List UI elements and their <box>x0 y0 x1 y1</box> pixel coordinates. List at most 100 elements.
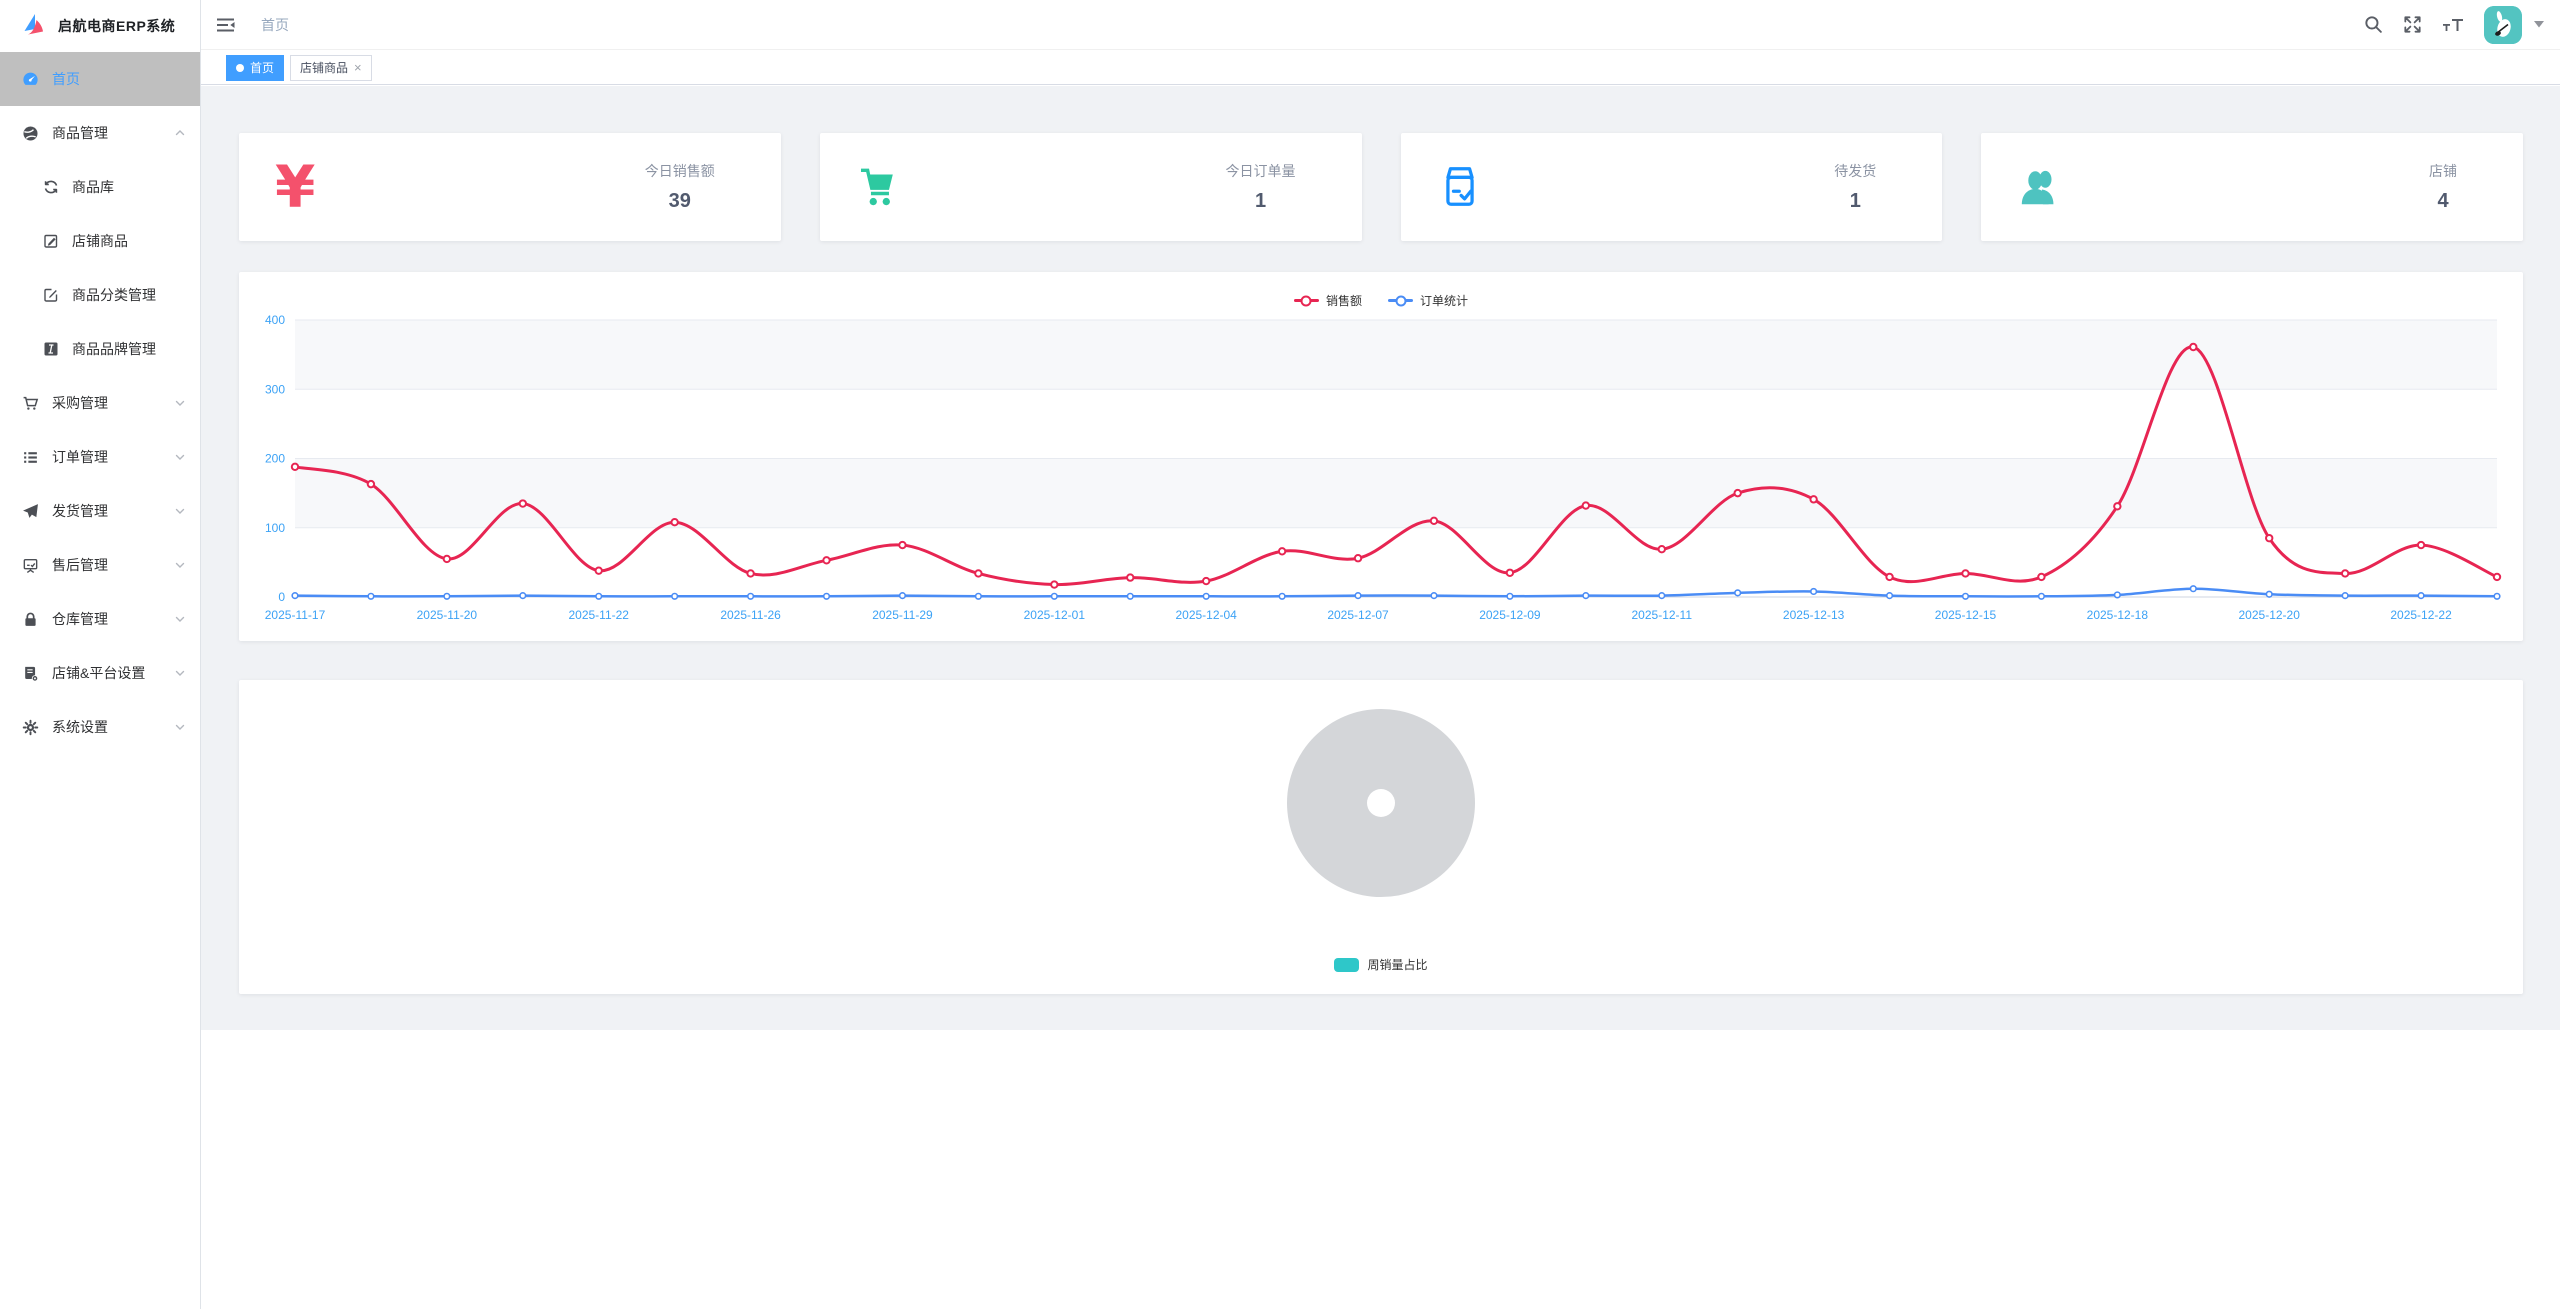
svg-text:0: 0 <box>278 590 285 604</box>
svg-text:2025-12-22: 2025-12-22 <box>2390 608 2452 622</box>
weekly-sales-pie-panel: 周销量占比 <box>239 680 2523 994</box>
tab-label: 店铺商品 <box>300 61 349 75</box>
user-dropdown-caret-icon[interactable] <box>2534 21 2544 28</box>
legend-line-marker <box>1293 299 1319 302</box>
svg-text:2025-11-20: 2025-11-20 <box>417 608 478 622</box>
fullscreen-icon[interactable] <box>2403 15 2422 34</box>
sidebar-item-label: 首页 <box>52 71 80 87</box>
stat-label: 今日订单量 <box>1225 163 1296 179</box>
chevron-down-icon <box>174 451 186 463</box>
sidebar-collapse-icon[interactable] <box>201 17 245 33</box>
legend-label: 销售额 <box>1325 294 1362 308</box>
sidebar-item-product-mgmt[interactable]: 商品管理 <box>0 106 200 160</box>
tab-label: 首页 <box>250 61 275 75</box>
sidebar-item-label: 采购管理 <box>52 395 108 411</box>
legend-label: 订单统计 <box>1420 294 1469 308</box>
sidebar-item-purchase-mgmt[interactable]: 采购管理 <box>0 376 200 430</box>
refresh-icon <box>42 179 59 196</box>
sidebar-item-aftersale-mgmt[interactable]: 售后管理 <box>0 538 200 592</box>
sidebar-item-product-categories[interactable]: 商品分类管理 <box>0 268 200 322</box>
chevron-down-icon <box>174 613 186 625</box>
svg-text:2025-11-26: 2025-11-26 <box>720 608 781 622</box>
sidebar-item-label: 店铺商品 <box>72 233 128 249</box>
sidebar-item-label: 商品库 <box>72 179 114 195</box>
stat-value: 1 <box>1849 190 1861 212</box>
svg-text:200: 200 <box>265 452 285 466</box>
stat-card-sales: ¥ 今日销售额 39 <box>239 133 781 241</box>
italic-icon <box>42 341 59 358</box>
svg-text:2025-11-17: 2025-11-17 <box>265 608 326 622</box>
sales-orders-chart-panel: 销售额 订单统计 0 100 200 300 400 2025-11-17 2025-11-… <box>239 272 2523 641</box>
chevron-down-icon <box>174 505 186 517</box>
tags-view: 首页 店铺商品 × <box>201 51 2560 85</box>
stat-label: 待发货 <box>1834 163 1877 179</box>
chevron-down-icon <box>174 559 186 571</box>
avatar[interactable] <box>2484 5 2522 44</box>
chevron-down-icon <box>174 667 186 679</box>
aftersale-board-icon <box>22 557 39 574</box>
sidebar-item-product-brands[interactable]: 商品品牌管理 <box>0 322 200 376</box>
legend-swatch <box>1334 957 1360 972</box>
sidebar-menu: 首页 商品管理 商品库 店铺商品 商品分类 <box>0 52 200 754</box>
breadcrumb: 首页 <box>261 16 289 33</box>
cart-icon <box>22 395 39 412</box>
chevron-down-icon <box>174 397 186 409</box>
cart-icon <box>856 164 926 210</box>
svg-text:100: 100 <box>265 521 285 535</box>
sidebar-item-shipping-mgmt[interactable]: 发货管理 <box>0 484 200 538</box>
sidebar-item-label: 售后管理 <box>52 557 108 573</box>
sailboat-logo-icon <box>24 14 43 35</box>
stat-value: 1 <box>1254 190 1267 212</box>
legend-orders[interactable]: 订单统计 <box>1388 292 1468 309</box>
stat-meta: 今日销售额 39 <box>645 161 715 213</box>
svg-text:2025-12-13: 2025-12-13 <box>1783 608 1845 622</box>
package-check-icon <box>1437 164 1507 210</box>
sidebar-item-label: 仓库管理 <box>52 611 108 627</box>
stat-card-orders: 今日订单量 1 <box>819 133 1362 241</box>
svg-text:400: 400 <box>265 313 285 327</box>
sidebar-item-label: 系统设置 <box>52 719 108 735</box>
stat-meta: 待发货 1 <box>1834 161 1876 213</box>
people-icon <box>2017 164 2087 210</box>
app-title: 启航电商ERP系统 <box>58 18 176 34</box>
sidebar-item-order-mgmt[interactable]: 订单管理 <box>0 430 200 484</box>
tab-home[interactable]: 首页 <box>226 54 285 81</box>
gear-icon <box>22 719 39 736</box>
svg-text:2025-12-04: 2025-12-04 <box>1175 608 1237 622</box>
svg-text:2025-12-15: 2025-12-15 <box>1935 608 1997 622</box>
sidebar-item-home[interactable]: 首页 <box>0 52 200 106</box>
legend-sales[interactable]: 销售额 <box>1293 292 1362 309</box>
weekly-sales-donut-chart <box>1286 708 1476 898</box>
sidebar-item-product-library[interactable]: 商品库 <box>0 160 200 214</box>
close-icon[interactable]: × <box>354 60 362 75</box>
search-icon[interactable] <box>2364 15 2383 34</box>
book-gear-icon <box>22 665 39 682</box>
chevron-up-icon <box>174 127 186 139</box>
svg-text:2025-12-11: 2025-12-11 <box>1632 608 1693 622</box>
app-logo: 启航电商ERP系统 <box>0 0 200 52</box>
sidebar-item-label: 发货管理 <box>52 503 108 519</box>
sidebar: 启航电商ERP系统 首页 商品管理 商品库 <box>0 0 201 1309</box>
stats-row: ¥ 今日销售额 39 今日订单量 1 待发货 1 <box>239 133 2523 241</box>
pie-chart-legend[interactable]: 周销量占比 <box>239 956 2523 973</box>
yen-icon: ¥ <box>275 153 316 221</box>
font-size-icon[interactable] <box>2442 16 2464 34</box>
edit-square-icon <box>42 233 59 250</box>
svg-text:2025-12-01: 2025-12-01 <box>1024 608 1086 622</box>
edit-icon <box>42 287 59 304</box>
send-icon <box>22 503 39 520</box>
svg-text:2025-11-29: 2025-11-29 <box>872 608 933 622</box>
tab-shop-products[interactable]: 店铺商品 × <box>290 54 372 81</box>
line-chart-legend: 销售额 订单统计 <box>239 292 2523 309</box>
svg-text:2025-12-09: 2025-12-09 <box>1479 608 1541 622</box>
sidebar-item-shop-platform-settings[interactable]: 店铺&平台设置 <box>0 646 200 700</box>
sidebar-item-warehouse-mgmt[interactable]: 仓库管理 <box>0 592 200 646</box>
stat-value: 4 <box>2437 190 2449 212</box>
sidebar-item-shop-products[interactable]: 店铺商品 <box>0 214 200 268</box>
sales-orders-line-chart: 0 100 200 300 400 2025-11-17 2025-11-20 2025-11… <box>239 312 2523 641</box>
sidebar-item-system-settings[interactable]: 系统设置 <box>0 700 200 754</box>
stat-meta: 店铺 4 <box>2429 161 2457 213</box>
stat-value: 39 <box>668 190 691 212</box>
svg-text:2025-12-07: 2025-12-07 <box>1327 608 1389 622</box>
stat-meta: 今日订单量 1 <box>1226 161 1296 213</box>
